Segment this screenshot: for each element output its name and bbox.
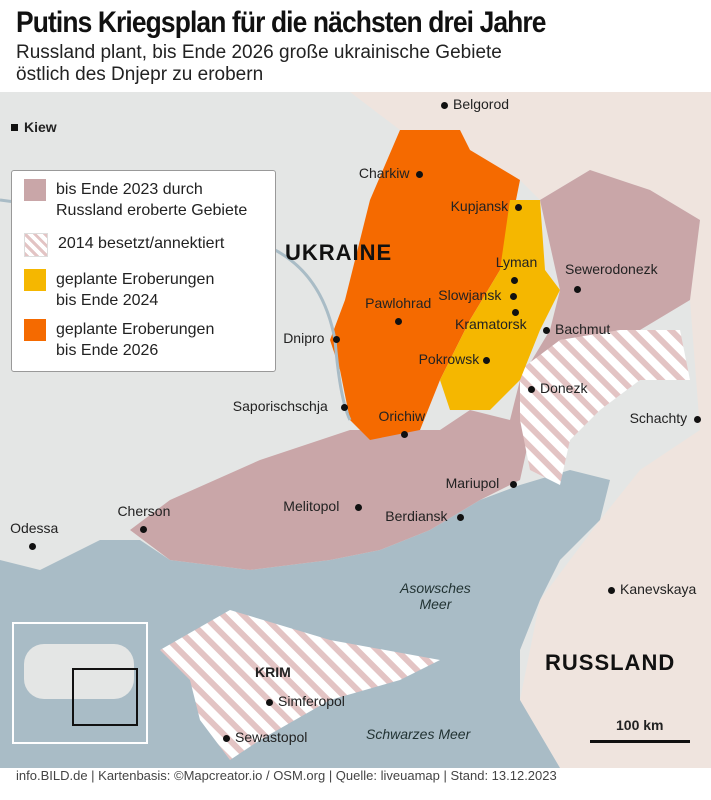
legend: bis Ende 2023 durch Russland eroberte Geb… bbox=[11, 170, 276, 372]
city-label: Belgorod bbox=[453, 96, 510, 112]
legend-label: 2014 besetzt/annektiert bbox=[58, 235, 225, 252]
city-dot-icon bbox=[457, 514, 464, 521]
city-dot-icon bbox=[333, 336, 340, 343]
city-label: Pawlohrad bbox=[365, 295, 432, 311]
legend-item-2026: geplante Eroberungen bis Ende 2026 bbox=[24, 319, 214, 361]
swatch bbox=[24, 319, 46, 341]
legend-label: bis Ende 2026 bbox=[56, 342, 159, 359]
planned-2026 bbox=[330, 130, 520, 440]
scale-bar bbox=[590, 740, 690, 743]
city-dot-icon bbox=[355, 504, 362, 511]
label-krim: KRIM bbox=[255, 664, 291, 680]
city-dot-icon bbox=[416, 171, 423, 178]
legend-label: Russland eroberte Gebiete bbox=[56, 202, 248, 219]
city-dot-icon bbox=[608, 587, 615, 594]
city-dot-icon bbox=[395, 318, 402, 325]
city-dot-icon bbox=[140, 526, 147, 533]
city-label: Simferopol bbox=[278, 693, 345, 709]
sea-name-1: Asowsches bbox=[400, 580, 471, 596]
city-label: Charkiw bbox=[358, 165, 410, 181]
inset-frame bbox=[72, 668, 138, 726]
city-label: Melitopol bbox=[283, 498, 340, 514]
city-label: Lyman bbox=[495, 254, 538, 270]
city-label: Saporischschja bbox=[232, 398, 328, 414]
subheadline: Russland plant, bis Ende 2026 große ukra… bbox=[16, 42, 502, 86]
subheadline-line-1: Russland plant, bis Ende 2026 große ukra… bbox=[16, 42, 502, 63]
city-label: Sewastopol bbox=[235, 729, 308, 745]
city-dot-icon bbox=[29, 543, 36, 550]
city-dot-icon bbox=[510, 293, 517, 300]
city-dot-icon bbox=[694, 416, 701, 423]
footer-credits: info.BILD.de | Kartenbasis: ©Mapcreator.… bbox=[16, 768, 557, 783]
legend-label: bis Ende 2024 bbox=[56, 292, 159, 309]
legend-item-2023: bis Ende 2023 durch Russland eroberte Geb… bbox=[24, 179, 247, 221]
city-label: Kramatorsk bbox=[455, 316, 527, 332]
sea-name-2: Meer bbox=[419, 596, 452, 612]
legend-label: geplante Eroberungen bbox=[56, 321, 215, 338]
city-dot-icon bbox=[511, 277, 518, 284]
city-label: Odessa bbox=[10, 520, 59, 536]
russia-land bbox=[350, 92, 711, 768]
subheadline-line-2: östlich des Dnjepr zu erobern bbox=[16, 64, 264, 85]
city-dot-icon bbox=[401, 431, 408, 438]
city-dot-icon bbox=[528, 386, 535, 393]
city-label: Kupjansk bbox=[450, 198, 509, 214]
legend-item-2024: geplante Eroberungen bis Ende 2024 bbox=[24, 269, 214, 311]
legend-item-2014: 2014 besetzt/annektiert bbox=[24, 233, 224, 257]
legend-label: bis Ende 2023 durch bbox=[56, 181, 203, 198]
label-kiew: Kiew bbox=[24, 119, 57, 135]
city-label: Kanevskaya bbox=[620, 581, 697, 597]
crimea-hatched bbox=[160, 610, 440, 760]
headline: Putins Kriegsplan für die nächsten drei … bbox=[16, 6, 547, 39]
city-dot-icon bbox=[341, 404, 348, 411]
city-dot-icon bbox=[441, 102, 448, 109]
sea bbox=[0, 470, 610, 768]
swatch bbox=[24, 179, 46, 201]
occupied-2023 bbox=[130, 170, 700, 570]
inset-land bbox=[24, 644, 134, 699]
label-russland: RUSSLAND bbox=[545, 650, 676, 675]
city-label: Cherson bbox=[117, 503, 171, 519]
donezk-hatched bbox=[520, 330, 690, 485]
label-black-sea: Schwarzes Meer bbox=[366, 726, 471, 742]
city-dot-icon bbox=[515, 204, 522, 211]
scale-label: 100 km bbox=[616, 717, 664, 733]
city-label: Dnipro bbox=[283, 330, 325, 346]
legend-label: geplante Eroberungen bbox=[56, 271, 215, 288]
planned-2024 bbox=[440, 200, 560, 410]
city-label: Orichiw bbox=[378, 408, 426, 424]
city-label: Sewerodonezk bbox=[565, 261, 658, 277]
swatch bbox=[24, 269, 46, 291]
city-label: Mariupol bbox=[445, 475, 500, 491]
city-dot-icon bbox=[574, 286, 581, 293]
capital-marker-icon bbox=[11, 124, 18, 131]
city-label: Berdiansk bbox=[385, 508, 448, 524]
city-label: Slowjansk bbox=[438, 287, 502, 303]
city-label: Pokrowsk bbox=[418, 351, 480, 367]
city-label: Bachmut bbox=[555, 321, 611, 337]
swatch bbox=[24, 233, 48, 257]
city-label: Schachty bbox=[629, 410, 688, 426]
city-dot-icon bbox=[266, 699, 273, 706]
city-dot-icon bbox=[483, 357, 490, 364]
overview-inset bbox=[12, 622, 148, 744]
label-azov: Asowsches Meer bbox=[400, 580, 471, 612]
city-dot-icon bbox=[543, 327, 550, 334]
city-dot-icon bbox=[512, 309, 519, 316]
city-dot-icon bbox=[223, 735, 230, 742]
city-dot-icon bbox=[510, 481, 517, 488]
label-ukraine: UKRAINE bbox=[285, 240, 393, 265]
city-label: Donezk bbox=[540, 380, 588, 396]
